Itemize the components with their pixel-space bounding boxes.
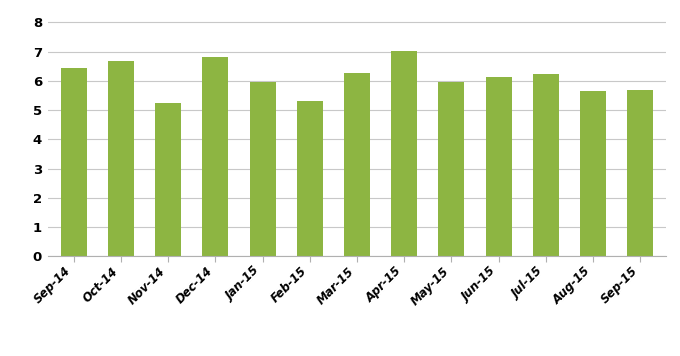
Bar	[628, 90, 653, 256]
Bar	[533, 74, 559, 256]
Bar	[155, 103, 181, 256]
Bar	[580, 91, 606, 256]
Bar	[439, 82, 464, 256]
Bar	[61, 68, 86, 256]
Bar	[344, 73, 370, 256]
Bar	[296, 101, 323, 256]
Bar	[486, 77, 511, 256]
Bar	[391, 51, 418, 256]
Bar	[108, 61, 134, 256]
Bar	[250, 82, 275, 256]
Bar	[202, 57, 228, 256]
